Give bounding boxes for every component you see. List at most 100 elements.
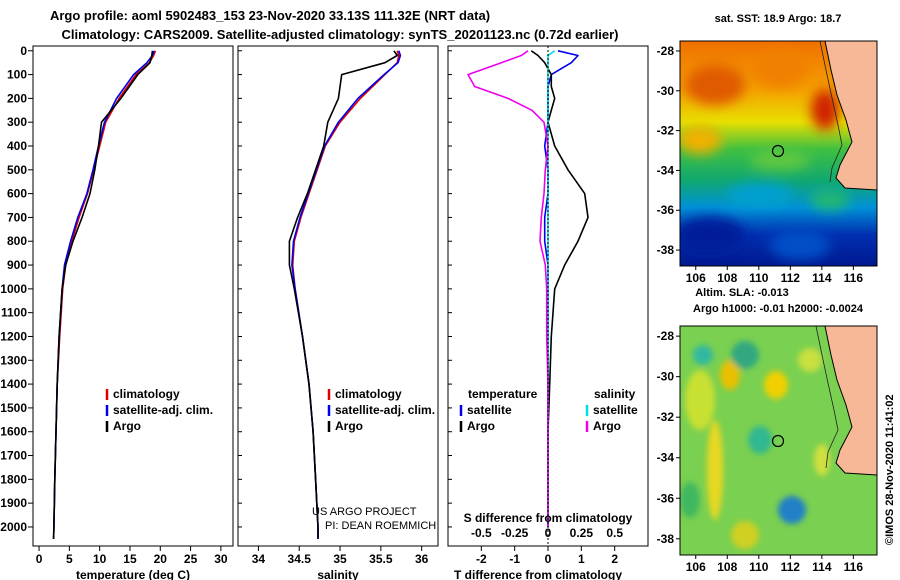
y-tick-label: 1000 bbox=[0, 282, 27, 296]
title-line-1: Argo profile: aoml 5902483_153 23-Nov-20… bbox=[50, 8, 490, 23]
x-tick-label: -2 bbox=[476, 552, 487, 566]
diff-legend-sal-title: salinity bbox=[594, 387, 636, 401]
map-y-tick-label: -28 bbox=[657, 44, 675, 58]
x-tick-label: 2 bbox=[611, 552, 618, 566]
x-tick-label: 0 bbox=[545, 552, 552, 566]
map-y-tick-label: -36 bbox=[657, 203, 675, 217]
map-x-tick-label: 108 bbox=[717, 271, 737, 285]
map-y-tick-label: -28 bbox=[657, 329, 675, 343]
map-y-tick-label: -38 bbox=[657, 243, 675, 257]
isobath-sst bbox=[819, 41, 843, 183]
y-tick-label: 0 bbox=[20, 44, 27, 58]
y-tick-label: 1700 bbox=[0, 449, 27, 463]
sst-map bbox=[680, 41, 877, 266]
y-tick-label: 100 bbox=[7, 68, 27, 82]
x-axis-label: temperature (deg C) bbox=[76, 568, 190, 580]
sst-map-frame bbox=[679, 40, 878, 267]
y-tick-label: 300 bbox=[7, 115, 27, 129]
salinity-diff-label: S difference from climatology bbox=[464, 511, 633, 525]
sla-map-title: Altim. SLA: -0.013 bbox=[695, 287, 789, 299]
map-x-tick-label: 112 bbox=[781, 560, 801, 574]
x-tick-label: 0 bbox=[36, 552, 43, 566]
map-x-tick-label: 108 bbox=[717, 560, 737, 574]
map-y-tick-label: -32 bbox=[657, 410, 675, 424]
map-x-tick-label: 110 bbox=[749, 560, 769, 574]
sal-legend-1-label: satellite-adj. clim. bbox=[335, 403, 435, 417]
y-tick-label: 400 bbox=[7, 139, 27, 153]
temp-legend-1-label: satellite-adj. clim. bbox=[113, 403, 213, 417]
y-tick-label: 1800 bbox=[0, 472, 27, 486]
x-tick-label: 15 bbox=[123, 552, 137, 566]
x-tick-label: 35 bbox=[333, 552, 347, 566]
x-tick-label: -1 bbox=[509, 552, 520, 566]
map-x-tick-label: 114 bbox=[812, 560, 832, 574]
map-y-tick-label: -30 bbox=[657, 84, 675, 98]
timestamp-label: ©IMOS 28-Nov-2020 11:41:02 bbox=[884, 394, 896, 545]
y-tick-label: 200 bbox=[7, 91, 27, 105]
diff-legend-temp-argo-label: Argo bbox=[467, 419, 495, 433]
sla-map-subtitle: Argo h1000: -0.01 h2000: -0.0024 bbox=[693, 303, 864, 315]
y-tick-label: 1400 bbox=[0, 377, 27, 391]
x-tick-label: 34 bbox=[252, 552, 266, 566]
series-line-temperature-argo bbox=[530, 50, 589, 527]
title-line-2: Climatology: CARS2009. Satellite-adjuste… bbox=[61, 27, 618, 42]
sst-map-title: sat. SST: 18.9 Argo: 18.7 bbox=[715, 13, 842, 25]
y-tick-label: 1100 bbox=[1, 306, 27, 320]
series-line-argo bbox=[288, 50, 399, 539]
sal-legend-2-label: Argo bbox=[335, 419, 363, 433]
series-line-satellite-adj-clim- bbox=[52, 50, 155, 539]
australia-land-sst bbox=[824, 41, 877, 191]
x-tick-label: 35.5 bbox=[369, 552, 393, 566]
y-tick-label: 1300 bbox=[0, 353, 27, 367]
map-x-tick-label: 116 bbox=[844, 560, 864, 574]
x-tick-label: 30 bbox=[214, 552, 228, 566]
y-tick-label: 700 bbox=[7, 210, 27, 224]
sla-texture bbox=[680, 341, 830, 549]
sla-map bbox=[680, 326, 877, 555]
x-tick-label: 5 bbox=[66, 552, 73, 566]
series-line-climatology bbox=[291, 50, 400, 539]
series-line-salinity-satellite bbox=[547, 50, 556, 527]
sal-legend-0-label: climatology bbox=[335, 387, 402, 401]
map-x-tick-label: 110 bbox=[749, 271, 769, 285]
map-y-tick-label: -30 bbox=[657, 370, 675, 384]
x-tick-label: 10 bbox=[93, 552, 107, 566]
salinity-tick-label: -0.5 bbox=[471, 526, 492, 540]
credit-project: US ARGO PROJECT bbox=[312, 506, 417, 518]
map-x-tick-label: 106 bbox=[686, 271, 706, 285]
x-tick-label: 34.5 bbox=[288, 552, 312, 566]
map-y-tick-label: -34 bbox=[657, 163, 675, 177]
diff-legend-temp-sat-label: satellite bbox=[467, 403, 512, 417]
salinity-tick-label: 0 bbox=[545, 526, 552, 540]
series-line-argo bbox=[52, 50, 154, 539]
diff-legend-sal-argo-label: Argo bbox=[593, 419, 621, 433]
x-tick-label: 1 bbox=[578, 552, 585, 566]
y-tick-label: 800 bbox=[7, 234, 27, 248]
map-y-tick-label: -38 bbox=[657, 532, 675, 546]
credit-pi: PI: DEAN ROEMMICH bbox=[325, 520, 436, 532]
y-tick-label: 600 bbox=[7, 187, 27, 201]
map-y-tick-label: -36 bbox=[657, 491, 675, 505]
temp-legend-2-label: Argo bbox=[113, 419, 141, 433]
diff-legend-temp-title: temperature bbox=[468, 387, 538, 401]
isobath-sla bbox=[815, 326, 839, 469]
y-tick-label: 1200 bbox=[0, 329, 27, 343]
y-tick-label: 900 bbox=[7, 258, 27, 272]
map-x-tick-label: 116 bbox=[844, 271, 864, 285]
australia-land-sla bbox=[824, 326, 877, 476]
series-line-satellite-adj-clim- bbox=[291, 50, 402, 539]
x-axis-label: T difference from climatology bbox=[454, 568, 622, 580]
map-x-tick-label: 114 bbox=[812, 271, 832, 285]
sla-profile-marker bbox=[771, 434, 785, 448]
series-line-temperature-satellite bbox=[543, 50, 579, 527]
salinity-panel-frame bbox=[237, 45, 439, 547]
salinity-tick-label: -0.25 bbox=[501, 526, 529, 540]
x-tick-label: 20 bbox=[154, 552, 168, 566]
x-tick-label: 25 bbox=[184, 552, 198, 566]
map-y-tick-label: -34 bbox=[657, 451, 675, 465]
y-tick-label: 500 bbox=[7, 163, 27, 177]
y-tick-label: 1500 bbox=[0, 401, 27, 415]
y-tick-label: 1600 bbox=[0, 425, 27, 439]
